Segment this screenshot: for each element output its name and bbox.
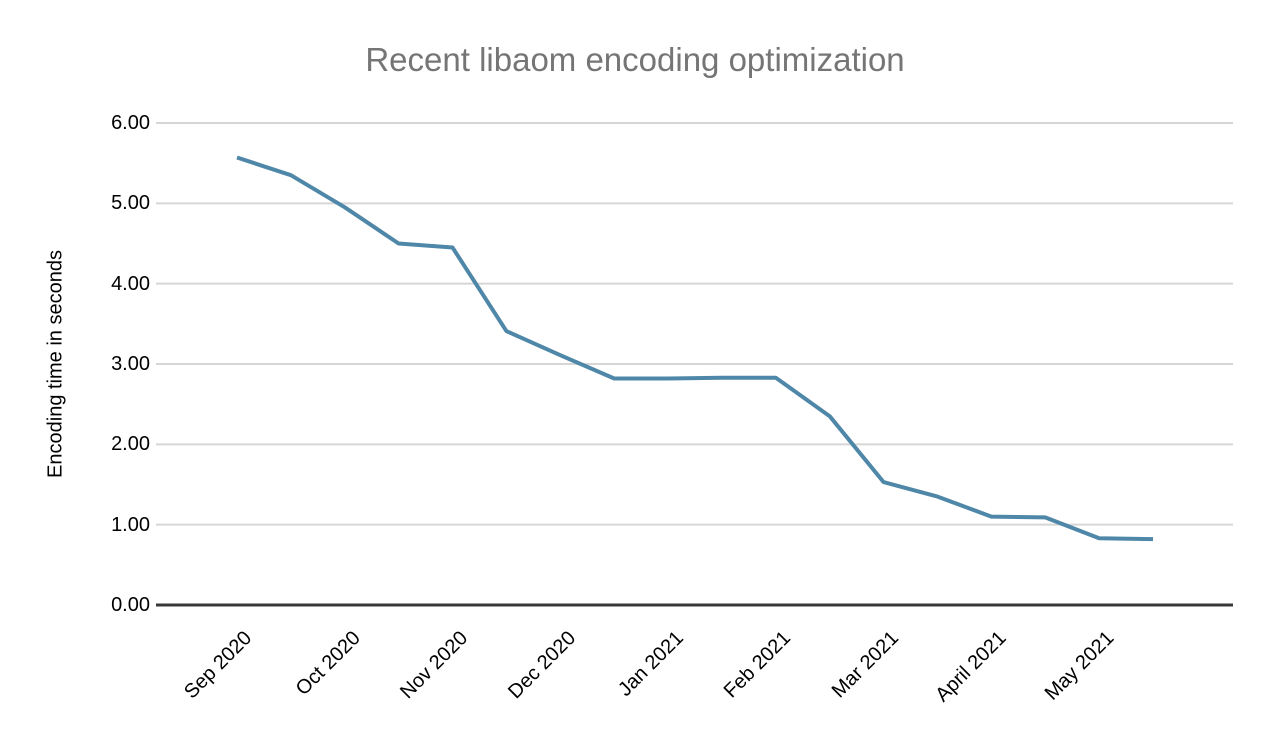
y-tick-label: 3.00 bbox=[111, 353, 150, 375]
y-tick-label: 0.00 bbox=[111, 594, 150, 616]
y-tick-label: 6.00 bbox=[111, 112, 150, 134]
y-tick-label: 1.00 bbox=[111, 513, 150, 536]
y-tick-label: 4.00 bbox=[111, 272, 150, 295]
y-tick-label: 2.00 bbox=[111, 433, 150, 456]
chart-title: Recent libaom encoding optimization bbox=[365, 41, 905, 78]
data-line-series bbox=[236, 155, 1154, 542]
y-tick-label: 5.00 bbox=[111, 192, 150, 215]
